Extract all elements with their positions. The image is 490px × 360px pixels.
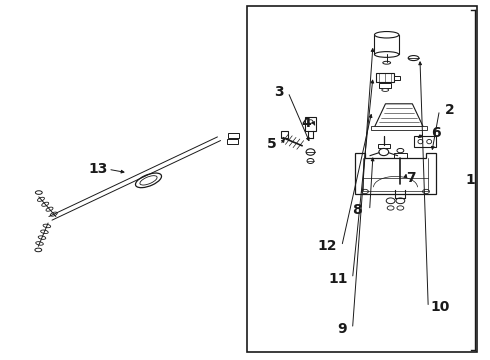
- Ellipse shape: [396, 198, 405, 204]
- Polygon shape: [374, 104, 423, 127]
- Ellipse shape: [397, 148, 404, 153]
- Bar: [393, 153, 407, 158]
- Ellipse shape: [382, 89, 389, 91]
- Text: 4: 4: [301, 116, 311, 130]
- Ellipse shape: [38, 236, 46, 239]
- Bar: [227, 139, 238, 144]
- Polygon shape: [355, 153, 436, 194]
- Ellipse shape: [50, 212, 57, 216]
- Ellipse shape: [383, 61, 391, 64]
- Text: 11: 11: [328, 271, 347, 285]
- Ellipse shape: [46, 207, 53, 211]
- Ellipse shape: [386, 198, 395, 204]
- Ellipse shape: [397, 206, 404, 210]
- Text: 10: 10: [431, 300, 450, 314]
- Text: 2: 2: [445, 103, 455, 117]
- Bar: [228, 133, 239, 138]
- Ellipse shape: [422, 189, 429, 194]
- Bar: [247, 6, 477, 352]
- Text: 1: 1: [466, 173, 476, 187]
- Text: 13: 13: [89, 162, 108, 176]
- Ellipse shape: [135, 173, 162, 188]
- Bar: [376, 73, 394, 82]
- Ellipse shape: [41, 230, 48, 234]
- Ellipse shape: [418, 139, 423, 144]
- Bar: [370, 126, 427, 130]
- Text: 9: 9: [337, 322, 346, 336]
- Ellipse shape: [306, 149, 315, 155]
- Ellipse shape: [387, 206, 394, 210]
- Bar: [394, 76, 400, 80]
- Ellipse shape: [408, 55, 419, 60]
- Text: 8: 8: [352, 203, 362, 217]
- Ellipse shape: [427, 139, 432, 144]
- Ellipse shape: [37, 197, 45, 201]
- Bar: [414, 136, 436, 147]
- Ellipse shape: [308, 120, 313, 123]
- Ellipse shape: [362, 189, 368, 194]
- Ellipse shape: [35, 248, 42, 252]
- Bar: [378, 144, 390, 148]
- Bar: [281, 131, 288, 138]
- Text: 3: 3: [274, 85, 284, 99]
- Ellipse shape: [35, 191, 42, 194]
- Ellipse shape: [36, 242, 43, 245]
- Ellipse shape: [374, 51, 399, 57]
- Bar: [305, 117, 317, 131]
- Bar: [379, 83, 391, 88]
- Ellipse shape: [379, 148, 389, 156]
- Text: 5: 5: [267, 137, 277, 151]
- Ellipse shape: [395, 180, 405, 187]
- Ellipse shape: [42, 202, 49, 206]
- Ellipse shape: [374, 32, 399, 38]
- Ellipse shape: [43, 224, 50, 228]
- Text: 7: 7: [406, 171, 416, 185]
- Ellipse shape: [140, 176, 157, 185]
- Text: 6: 6: [431, 126, 441, 140]
- Bar: [374, 35, 399, 54]
- Text: 12: 12: [318, 239, 337, 253]
- Ellipse shape: [307, 158, 314, 163]
